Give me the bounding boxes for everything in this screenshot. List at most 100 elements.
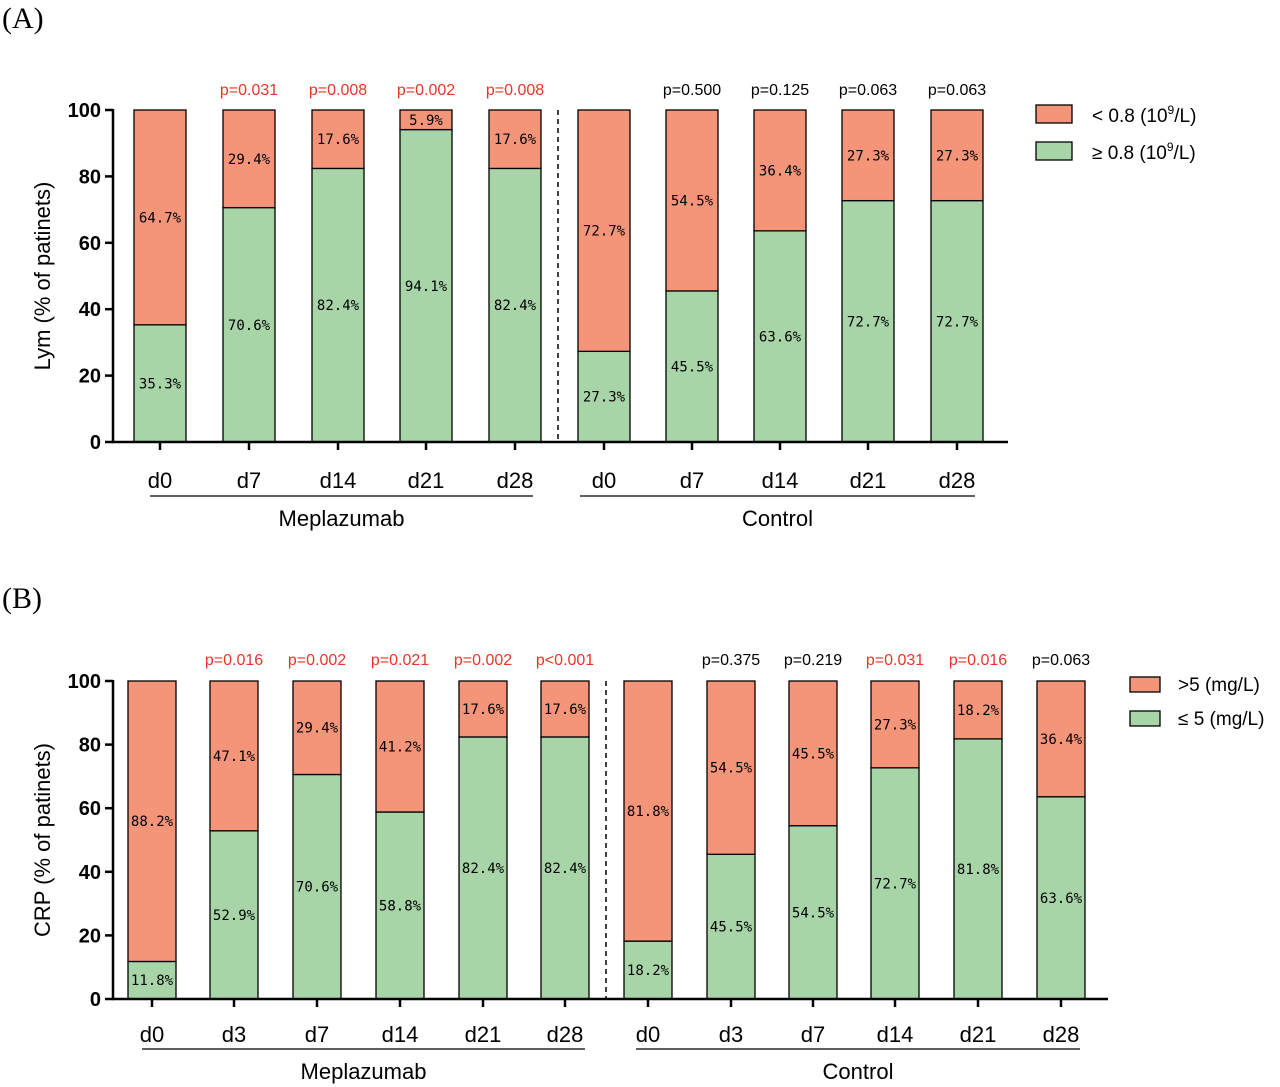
x-tick-label: d3 [222,1022,246,1047]
p-value-label: p=0.219 [784,652,842,669]
data-label: 36.4% [1040,732,1083,748]
x-tick-label: d0 [148,468,172,493]
crp-chart: CRP (% of patinets) 0 20 40 60 80 100 11.8% 88.2… [30,652,1264,1084]
y-axis-label: CRP (% of patinets) [30,743,55,937]
legend-swatch [1035,141,1073,161]
bar-segment-high [488,167,542,443]
bar-segment-low [930,109,984,202]
bar-segment-high [788,825,838,1000]
x-tick-label: d7 [237,468,261,493]
p-value-label: p=0.031 [220,82,278,99]
data-label: 29.4% [296,721,339,737]
y-tick-label: 80 [79,166,101,188]
data-label: 54.5% [792,905,835,921]
bar-segment-low [127,680,177,963]
x-tick-label: d21 [960,1022,997,1047]
legend-label: ≤ 5 (mg/L) [1178,709,1264,730]
data-label: 17.6% [317,132,360,148]
p-value-label: p=0.063 [928,82,986,99]
group-label: Control [823,1059,894,1084]
data-label: 81.8% [627,804,670,820]
data-label: 45.5% [671,359,714,375]
x-tick-label: d21 [465,1022,502,1047]
bar-segment-low [311,109,365,170]
data-label: 82.4% [544,861,587,877]
data-label: 81.8% [957,862,1000,878]
data-label: 29.4% [228,152,271,168]
bar-segment-low [488,109,542,170]
p-value-label: p=0.021 [371,652,429,669]
bar-segment-high [1036,796,1086,1000]
bar-segment-low [665,109,719,292]
data-label: 72.7% [874,876,917,892]
data-label: 88.2% [131,814,174,830]
bar-segment-high [841,199,895,443]
data-label: 27.3% [583,390,626,406]
bar-segment-high [753,230,807,443]
bar-segment-high [222,206,276,443]
data-label: 82.4% [462,861,505,877]
p-value-label: p=0.008 [309,82,367,99]
x-tick-label: d21 [408,468,445,493]
bar-segment-high [577,350,631,443]
p-value-label: p=0.063 [839,82,897,99]
data-label: 64.7% [139,210,182,226]
y-tick-label: 100 [68,100,101,122]
group-label: Meplazumab [279,506,405,531]
x-tick-label: d0 [140,1022,164,1047]
data-label: 35.3% [139,376,182,392]
x-tick-label: d14 [877,1022,914,1047]
p-value-label: p=0.002 [288,652,346,669]
x-tick-label: d14 [762,468,799,493]
y-tick-label: 0 [90,432,101,454]
data-label: 72.7% [847,314,890,330]
group-label: Meplazumab [301,1059,427,1084]
data-label: 45.5% [792,746,835,762]
panel-label-a: (A) [2,2,44,35]
p-value-label: p=0.031 [866,652,924,669]
x-tick-label: d0 [636,1022,660,1047]
y-tick-label: 80 [79,735,101,757]
p-value-label: p=0.008 [486,82,544,99]
y-tick-label: 20 [79,366,101,388]
data-label: 18.2% [627,963,670,979]
bar-segment-low [399,109,453,131]
data-label: 94.1% [405,279,448,295]
x-tick-label: d7 [305,1022,329,1047]
p-value-label: p=0.002 [397,82,455,99]
data-label: 82.4% [317,298,360,314]
legend-swatch [1129,710,1161,727]
bar-segment-low [222,109,276,209]
bar-segment-low [209,680,259,832]
data-label: 41.2% [379,740,422,756]
legend-label: < 0.8 (109/L) [1092,103,1196,127]
bar-segment-high [292,773,342,1000]
y-tick-label: 60 [79,233,101,255]
y-tick-label: 40 [79,299,101,321]
data-label: 27.3% [936,148,979,164]
p-value-label: p=0.016 [205,652,263,669]
data-label: 70.6% [228,318,271,334]
bar-segment-high [953,738,1003,1000]
group-label: Control [742,506,813,531]
bar-segment-high [209,830,259,1000]
bar-segment-low [753,109,807,232]
p-value-label: p=0.063 [1032,652,1090,669]
x-tick-label: d28 [547,1022,584,1047]
data-label: 47.1% [213,749,256,765]
bar-segment-low [953,680,1003,740]
data-label: 17.6% [544,702,587,718]
y-tick-label: 40 [79,862,101,884]
legend-swatch [1129,676,1161,693]
x-tick-label: d14 [382,1022,419,1047]
data-label: 54.5% [710,761,753,777]
data-label: 18.2% [957,703,1000,719]
y-tick-label: 20 [79,925,101,947]
bar-segment-high [706,853,756,1000]
data-label: 45.5% [710,920,753,936]
panel-label-b: (B) [2,582,42,615]
data-label: 36.4% [759,163,802,179]
p-value-label: p=0.125 [751,82,809,99]
p-value-label: p<0.001 [536,652,594,669]
p-value-label: p=0.375 [702,652,760,669]
